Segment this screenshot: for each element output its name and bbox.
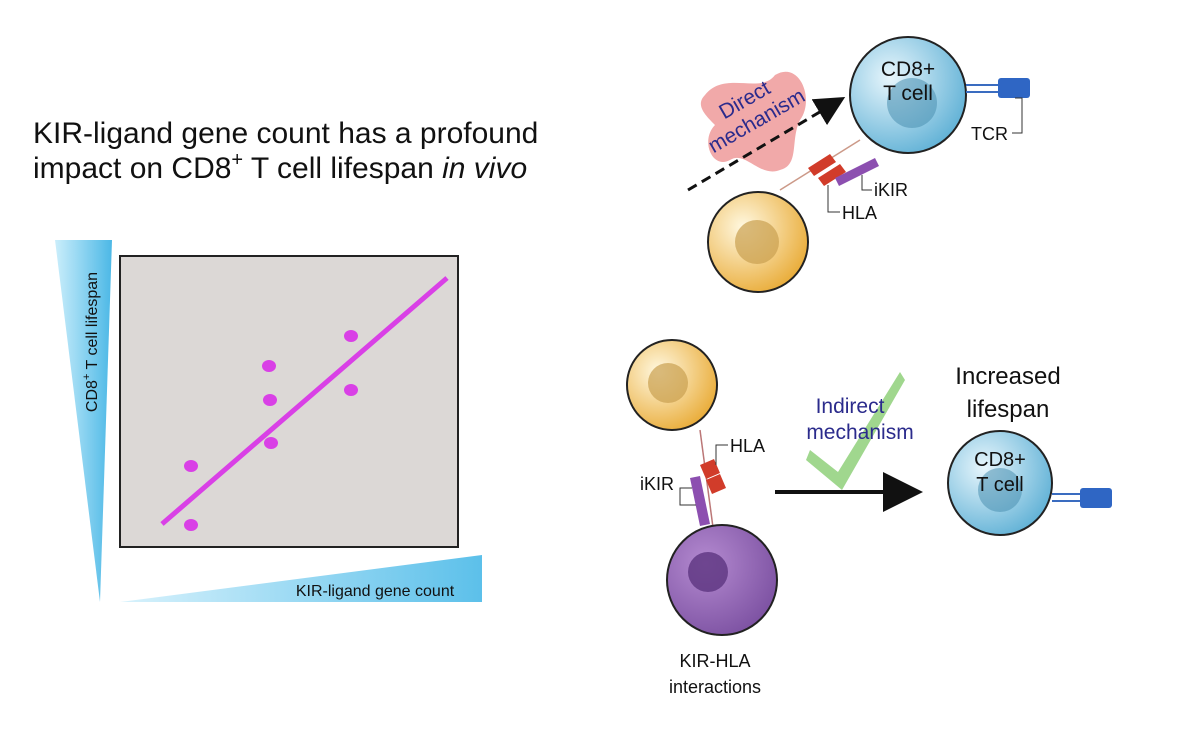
checkmark bbox=[806, 372, 905, 490]
result-label: lifespan bbox=[967, 396, 1050, 423]
leader bbox=[679, 487, 696, 506]
ikir bbox=[835, 158, 879, 186]
leader bbox=[1012, 97, 1023, 134]
mechanism-label: mechanism bbox=[806, 421, 913, 444]
point bbox=[262, 360, 276, 372]
title-line: KIR-ligand gene count has a profound bbox=[33, 117, 538, 150]
hla-label: HLA bbox=[842, 203, 877, 223]
tcr-label: TCR bbox=[971, 124, 1008, 144]
cell-label: CD8+ bbox=[881, 58, 935, 81]
label-text: T cell lifespan bbox=[84, 272, 101, 374]
y-axis-label: CD8+ T cell lifespan bbox=[81, 272, 101, 412]
point bbox=[344, 330, 358, 342]
superscript: + bbox=[81, 374, 93, 380]
blob bbox=[700, 71, 806, 172]
nucleus bbox=[735, 220, 779, 264]
x-wedge bbox=[120, 555, 482, 602]
leader bbox=[715, 444, 728, 465]
nucleus bbox=[887, 78, 937, 128]
y-wedge bbox=[55, 240, 112, 602]
title-text: impact on CD8 bbox=[33, 152, 231, 185]
label-text: CD8 bbox=[84, 380, 101, 412]
interaction-label: KIR-HLA bbox=[679, 651, 750, 671]
title-italic: in vivo bbox=[442, 152, 527, 185]
leader bbox=[861, 175, 872, 191]
point bbox=[184, 519, 198, 531]
nucleus bbox=[688, 552, 728, 592]
direct-arrow bbox=[687, 96, 846, 192]
tcr bbox=[1080, 488, 1112, 508]
title-text: T cell lifespan bbox=[243, 152, 442, 185]
interaction-label: interactions bbox=[669, 677, 761, 697]
title-line: impact on CD8+ T cell lifespan in vivo bbox=[33, 149, 527, 185]
point bbox=[344, 384, 358, 396]
cell-label: T cell bbox=[976, 474, 1023, 496]
ikir bbox=[690, 476, 710, 526]
leader bbox=[827, 185, 840, 213]
superscript: + bbox=[231, 149, 243, 171]
plot-area bbox=[119, 255, 459, 548]
point bbox=[264, 437, 278, 449]
x-axis-label: KIR-ligand gene count bbox=[296, 583, 455, 600]
ikir-label: iKIR bbox=[640, 474, 674, 494]
trend-line bbox=[160, 276, 449, 526]
ikir-label: iKIR bbox=[874, 180, 908, 200]
nucleus bbox=[978, 468, 1022, 512]
mechanism-label: Indirect bbox=[816, 395, 885, 418]
points bbox=[184, 330, 358, 531]
tcr bbox=[998, 78, 1030, 98]
result-label: Increased bbox=[955, 363, 1060, 390]
point bbox=[184, 460, 198, 472]
cell-label: CD8+ bbox=[974, 449, 1026, 471]
cell-label: T cell bbox=[883, 82, 933, 105]
point bbox=[263, 394, 277, 406]
hla bbox=[700, 459, 726, 494]
nucleus bbox=[648, 363, 688, 403]
hla-label: HLA bbox=[730, 436, 765, 456]
